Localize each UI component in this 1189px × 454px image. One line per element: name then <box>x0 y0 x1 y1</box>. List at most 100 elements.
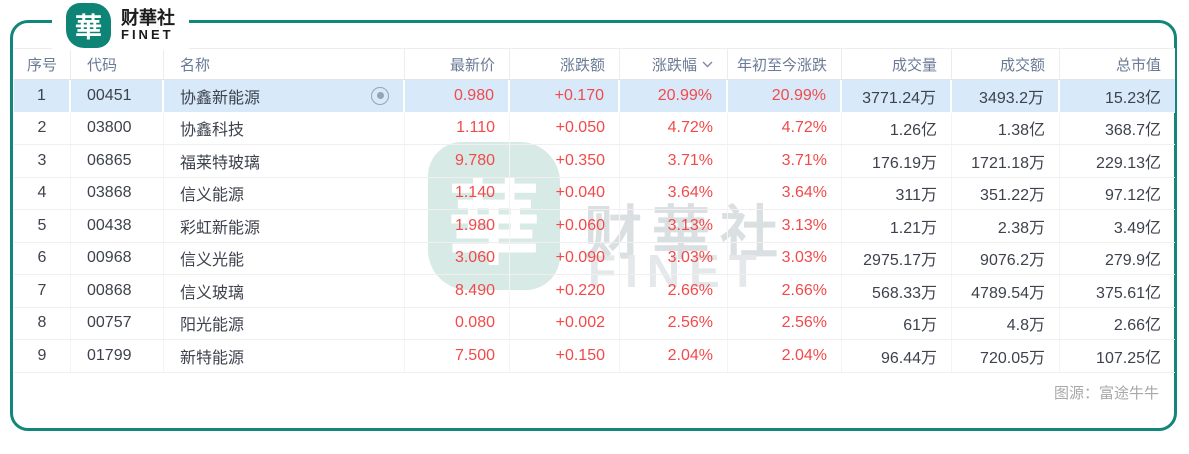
cell-ytd: 2.66% <box>728 275 842 307</box>
cell-volume: 96.44万 <box>842 340 952 372</box>
cell-turnover: 1721.18万 <box>952 145 1060 177</box>
cell-seq: 8 <box>14 307 71 339</box>
table-row[interactable]: 6 00968 信义光能 3.060 +0.090 3.03% 3.03% 29… <box>14 242 1175 275</box>
cell-seq: 1 <box>14 80 71 112</box>
header-ytd[interactable]: 年初至今涨跌 <box>728 49 842 79</box>
cell-ytd: 20.99% <box>728 80 842 112</box>
table-row[interactable]: 7 00868 信义玻璃 8.490 +0.220 2.66% 2.66% 56… <box>14 275 1175 308</box>
cell-seq: 4 <box>14 177 71 209</box>
cell-volume: 568.33万 <box>842 275 952 307</box>
cell-seq: 9 <box>14 340 71 372</box>
stock-name: 信义玻璃 <box>180 284 245 302</box>
cell-code: 00757 <box>71 307 164 339</box>
finet-logo-text: 财華社 FINET <box>121 7 175 42</box>
cell-seq: 7 <box>14 275 71 307</box>
cell-code: 03868 <box>71 177 164 209</box>
cell-code: 00968 <box>71 242 164 274</box>
cell-mktcap: 368.7亿 <box>1104 122 1161 140</box>
cell-name: 信义能源 <box>164 177 405 209</box>
cell-price: 3.060 <box>405 242 510 274</box>
stock-table: 序号 代码 名称 最新价 涨跌额 涨跌幅 年初至今涨跌 成交量 成交额 总市值 … <box>14 48 1175 373</box>
table-row[interactable]: 4 03868 信义能源 1.140 +0.040 3.64% 3.64% 31… <box>14 177 1175 210</box>
stock-name: 新特能源 <box>180 349 245 367</box>
cell-code: 01799 <box>71 340 164 372</box>
table-header-row: 序号 代码 名称 最新价 涨跌额 涨跌幅 年初至今涨跌 成交量 成交额 总市值 <box>14 48 1175 80</box>
cell-code: 00868 <box>71 275 164 307</box>
cell-name: 阳光能源 <box>164 307 405 339</box>
cell-mktcap: 375.61亿 <box>1096 284 1161 302</box>
stock-name: 信义光能 <box>180 252 245 270</box>
cell-pct: 2.04% <box>620 340 728 372</box>
cell-pct: 2.66% <box>620 275 728 307</box>
chevron-down-icon[interactable] <box>702 61 713 68</box>
table-row[interactable]: 3 06865 福莱特玻璃 9.780 +0.350 3.71% 3.71% 1… <box>14 145 1175 178</box>
cell-volume: 3771.24万 <box>842 80 952 112</box>
cell-seq: 6 <box>14 242 71 274</box>
cell-volume: 1.26亿 <box>842 112 952 144</box>
radio-dot <box>376 92 384 100</box>
cell-name: 协鑫新能源 <box>164 80 405 112</box>
cell-price: 9.780 <box>405 145 510 177</box>
stock-name: 信义能源 <box>180 187 245 205</box>
cell-change: +0.350 <box>510 145 620 177</box>
brand-name-en: FINET <box>121 26 174 42</box>
header-name[interactable]: 名称 <box>164 49 405 79</box>
header-turnover[interactable]: 成交额 <box>952 49 1060 79</box>
cell-mktcap: 2.66亿 <box>1113 317 1161 335</box>
cell-turnover: 1.38亿 <box>952 112 1060 144</box>
header-pct-label: 涨跌幅 <box>651 56 697 74</box>
cell-price: 7.500 <box>405 340 510 372</box>
cell-volume: 2975.17万 <box>842 242 952 274</box>
cell-ytd: 2.04% <box>728 340 842 372</box>
cell-ytd: 3.03% <box>728 242 842 274</box>
table-row[interactable]: 8 00757 阳光能源 0.080 +0.002 2.56% 2.56% 61… <box>14 307 1175 340</box>
cell-price: 0.080 <box>405 307 510 339</box>
cell-change: +0.090 <box>510 242 620 274</box>
cell-volume: 176.19万 <box>842 145 952 177</box>
table-row[interactable]: 2 03800 协鑫科技 1.110 +0.050 4.72% 4.72% 1.… <box>14 112 1175 145</box>
cell-ytd: 3.13% <box>728 210 842 242</box>
stock-name: 福莱特玻璃 <box>180 154 261 172</box>
cell-price: 1.110 <box>405 112 510 144</box>
cell-mktcap: 107.25亿 <box>1096 349 1161 367</box>
finet-logo: 華 财華社 FINET <box>52 0 189 50</box>
cell-price: 1.140 <box>405 177 510 209</box>
table-row[interactable]: 9 01799 新特能源 7.500 +0.150 2.04% 2.04% 96… <box>14 340 1175 373</box>
cell-volume: 61万 <box>842 307 952 339</box>
cell-price: 0.980 <box>405 80 510 112</box>
cell-turnover: 4789.54万 <box>952 275 1060 307</box>
cell-name: 新特能源 <box>164 340 405 372</box>
cell-price: 1.980 <box>405 210 510 242</box>
brand-name-cn: 财華社 <box>121 7 175 28</box>
cell-volume: 311万 <box>842 177 952 209</box>
header-change[interactable]: 涨跌额 <box>510 49 620 79</box>
header-seq[interactable]: 序号 <box>14 49 71 79</box>
cell-code: 00451 <box>71 80 164 112</box>
cell-change: +0.060 <box>510 210 620 242</box>
header-price[interactable]: 最新价 <box>405 49 510 79</box>
cell-mktcap: 97.12亿 <box>1104 187 1161 205</box>
cell-pct: 3.03% <box>620 242 728 274</box>
cell-mktcap: 3.49亿 <box>1113 219 1161 237</box>
header-volume[interactable]: 成交量 <box>842 49 952 79</box>
header-code[interactable]: 代码 <box>71 49 164 79</box>
stock-name: 协鑫科技 <box>180 122 245 140</box>
cell-ytd: 3.71% <box>728 145 842 177</box>
cell-change: +0.050 <box>510 112 620 144</box>
header-mktcap[interactable]: 总市值 <box>1115 56 1161 74</box>
radio-target-icon[interactable] <box>371 86 389 105</box>
cell-change: +0.220 <box>510 275 620 307</box>
table-body: 1 00451 协鑫新能源 0.980 +0.170 20.99% 20.99%… <box>14 80 1175 373</box>
header-pct[interactable]: 涨跌幅 <box>620 49 728 79</box>
cell-turnover: 351.22万 <box>952 177 1060 209</box>
cell-pct: 2.56% <box>620 307 728 339</box>
cell-code: 03800 <box>71 112 164 144</box>
cell-turnover: 2.38万 <box>952 210 1060 242</box>
cell-mktcap: 279.9亿 <box>1104 252 1161 270</box>
table-row[interactable]: 5 00438 彩虹新能源 1.980 +0.060 3.13% 3.13% 1… <box>14 210 1175 243</box>
cell-mktcap: 229.13亿 <box>1096 154 1161 172</box>
cell-name: 福莱特玻璃 <box>164 145 405 177</box>
cell-name: 彩虹新能源 <box>164 210 405 242</box>
table-row[interactable]: 1 00451 协鑫新能源 0.980 +0.170 20.99% 20.99%… <box>14 80 1175 113</box>
cell-seq: 2 <box>14 112 71 144</box>
